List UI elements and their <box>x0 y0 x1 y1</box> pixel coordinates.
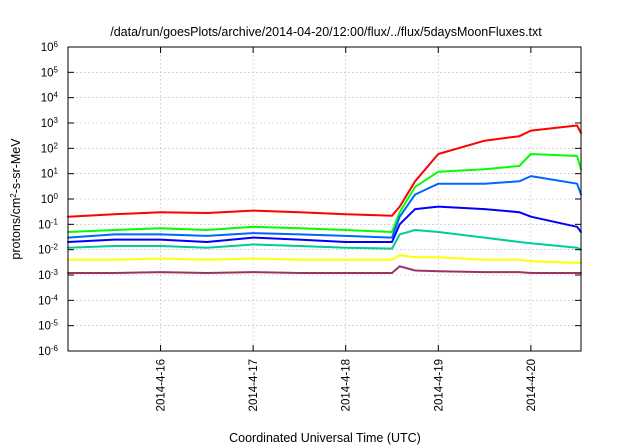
series-line-2 <box>67 153 582 233</box>
y-tick-label: 10-3 <box>38 268 58 283</box>
series-line-1 <box>67 124 582 218</box>
y-tick-label: 10-2 <box>38 242 58 257</box>
series-layer <box>67 124 582 274</box>
y-tick-label: 10-5 <box>38 318 58 333</box>
y-tick-label: 100 <box>41 192 59 207</box>
y-tick-label: 101 <box>41 166 59 181</box>
y-tick-label: 10-1 <box>38 217 58 232</box>
y-axis-label: protons/cm2-s-sr-MeV <box>9 138 24 260</box>
x-tick-label: 2014-4-20 <box>526 359 538 411</box>
x-tick-labels: 2014-4-16 2014-4-17 2014-4-18 2014-4-19 2014… <box>156 359 538 411</box>
y-tick-label: 10-4 <box>38 293 58 308</box>
series-line-5 <box>67 229 582 251</box>
y-tick-label: 102 <box>41 141 59 156</box>
chart-title: /data/run/goesPlots/archive/2014-04-20/1… <box>110 25 542 39</box>
x-tick-label: 2014-4-16 <box>156 359 168 411</box>
y-tick-label: 103 <box>41 116 59 131</box>
series-line-6 <box>67 254 582 264</box>
x-tick-label: 2014-4-17 <box>248 359 260 411</box>
x-axis-label: Coordinated Universal Time (UTC) <box>229 431 421 445</box>
x-tick-label: 2014-4-18 <box>341 359 353 411</box>
y-tick-label: 10-6 <box>38 344 58 359</box>
y-tick-label: 106 <box>41 40 59 55</box>
y-tick-label: 104 <box>41 90 59 105</box>
series-line-7 <box>67 265 582 274</box>
grid <box>68 47 581 351</box>
y-tick-label: 105 <box>41 65 59 80</box>
ticks <box>68 46 581 352</box>
series-line-4 <box>67 205 582 243</box>
y-tick-labels: 10-6 10-5 10-4 10-3 10-2 10-1 100 101 102 103 104 1… <box>38 40 58 359</box>
series-line-3 <box>67 175 582 239</box>
x-tick-label: 2014-4-19 <box>433 359 445 411</box>
